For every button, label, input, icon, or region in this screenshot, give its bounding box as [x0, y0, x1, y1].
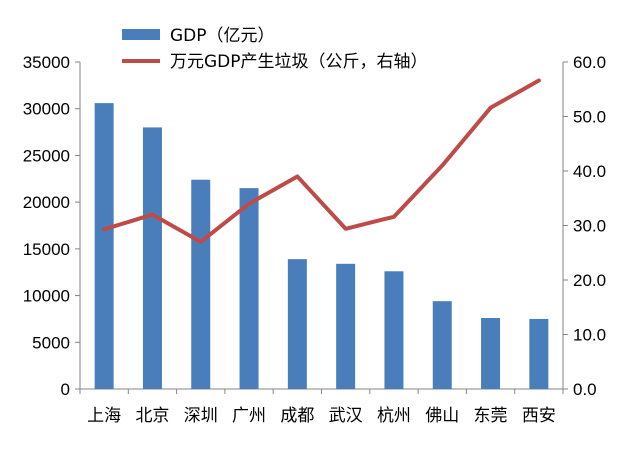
bar: [94, 103, 114, 389]
x-tick-label: 东莞: [474, 406, 508, 426]
bar: [432, 301, 452, 389]
legend-swatch-bar: [122, 29, 160, 40]
x-tick-label: 武汉: [329, 406, 363, 426]
bar: [529, 318, 549, 389]
bar: [384, 271, 404, 389]
y-right-tick-label: 60.0: [573, 53, 606, 72]
legend: GDP（亿元） 万元GDP产生垃圾（公斤，右轴）: [122, 26, 428, 72]
bars-layer: [94, 103, 549, 390]
y-left-tick-label: 5000: [32, 333, 70, 352]
line-layer: [102, 78, 541, 244]
bar: [481, 317, 501, 389]
bar: [239, 188, 259, 389]
legend-label-line: 万元GDP产生垃圾（公斤，右轴）: [170, 52, 428, 72]
y-left-tick-label: 0: [61, 380, 70, 399]
x-tick-label: 深圳: [184, 406, 218, 426]
y-right-tick-label: 10.0: [573, 326, 606, 345]
y-left-tick-label: 25000: [23, 146, 70, 165]
x-tick-label: 杭州: [377, 406, 411, 426]
bar: [191, 179, 211, 389]
y-right-tick-label: 50.0: [573, 108, 606, 127]
bar: [287, 259, 307, 389]
y-right-tick-label: 30.0: [573, 217, 606, 236]
legend-label-bar: GDP（亿元）: [170, 26, 275, 46]
y-right-tick-label: 40.0: [573, 162, 606, 181]
bar: [336, 263, 356, 389]
series-line: [102, 78, 541, 244]
y-right-tick-label: 0.0: [573, 380, 597, 399]
x-tick-label: 西安: [522, 406, 556, 426]
y-left-tick-label: 10000: [23, 287, 70, 306]
y-right-tick-label: 20.0: [573, 271, 606, 290]
x-tick-label: 上海: [87, 406, 121, 426]
y-left-tick-label: 20000: [23, 193, 70, 212]
y-left-tick-label: 35000: [23, 53, 70, 72]
x-tick-label: 佛山: [425, 406, 459, 426]
y-left-tick-label: 30000: [23, 100, 70, 119]
y-left-tick-label: 15000: [23, 240, 70, 259]
bar: [142, 127, 162, 390]
x-tick-label: 广州: [232, 406, 266, 426]
x-tick-label: 北京: [135, 406, 169, 426]
x-tick-label: 成都: [280, 406, 314, 426]
